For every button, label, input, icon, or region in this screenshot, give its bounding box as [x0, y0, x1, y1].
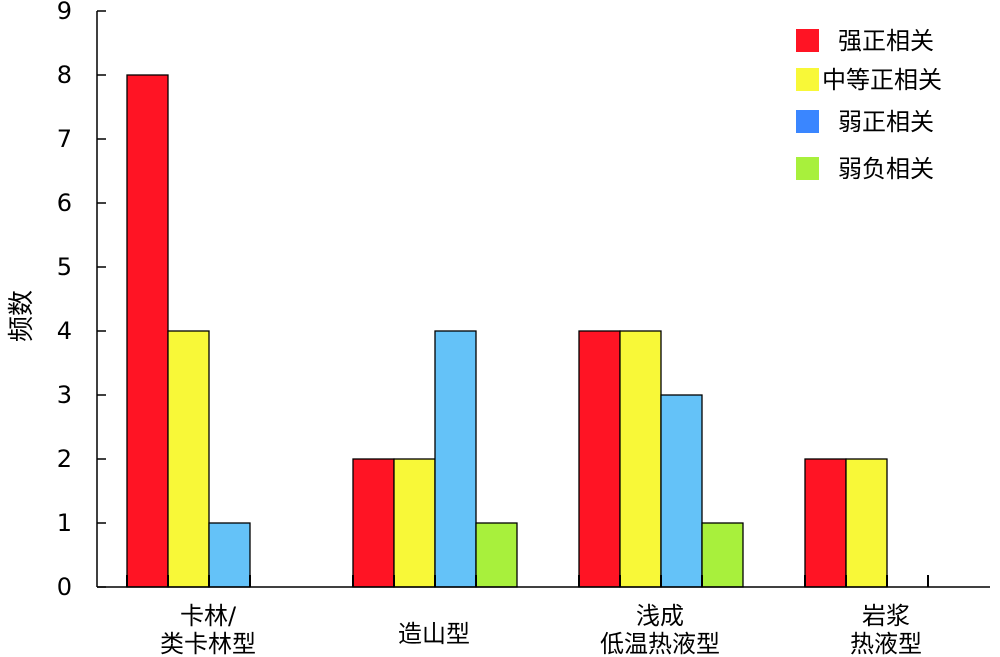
x-category-label: 造山型 — [398, 620, 470, 648]
axes — [96, 11, 990, 588]
y-tick-label: 8 — [57, 61, 72, 89]
y-tick-label: 4 — [57, 317, 72, 345]
x-category-label: 低温热液型 — [600, 630, 720, 657]
plot-bars — [126, 74, 888, 588]
x-category-label: 岩浆 — [862, 602, 910, 630]
bar — [845, 458, 888, 588]
category-ticks — [126, 575, 929, 587]
legend-swatch — [796, 29, 819, 52]
x-category-label: 卡林/ — [180, 602, 237, 630]
y-tick-label: 5 — [57, 253, 72, 281]
legend-label: 弱负相关 — [838, 155, 934, 183]
y-tick-label: 1 — [57, 509, 72, 537]
legend-swatch — [796, 68, 819, 91]
x-category-label: 类卡林型 — [160, 630, 256, 657]
y-tick-label: 6 — [57, 189, 72, 217]
y-tick-label: 9 — [57, 0, 72, 25]
bar — [578, 330, 621, 588]
bar — [619, 330, 662, 588]
legend-label: 强正相关 — [838, 27, 934, 55]
bar — [167, 330, 210, 588]
legend-swatch — [796, 157, 819, 180]
bar — [475, 522, 518, 588]
bar — [352, 458, 395, 588]
y-axis-ticks: 0 1 2 3 4 5 6 7 8 9 — [57, 0, 106, 601]
bar — [208, 522, 251, 588]
bar — [393, 458, 436, 588]
y-tick-label: 0 — [57, 573, 72, 601]
bar — [804, 458, 847, 588]
legend-label: 弱正相关 — [838, 108, 934, 136]
bar — [434, 330, 477, 588]
bar — [701, 522, 744, 588]
bar — [126, 74, 169, 588]
legend-swatch — [796, 110, 819, 133]
y-tick-label: 2 — [57, 445, 72, 473]
y-axis-title: 频数 — [7, 290, 37, 342]
x-category-label: 热液型 — [850, 630, 922, 657]
bar — [660, 394, 703, 588]
legend-label: 中等正相关 — [822, 66, 942, 94]
y-tick-label: 3 — [57, 381, 72, 409]
y-tick-label: 7 — [57, 125, 72, 153]
x-category-label: 浅成 — [636, 602, 684, 630]
